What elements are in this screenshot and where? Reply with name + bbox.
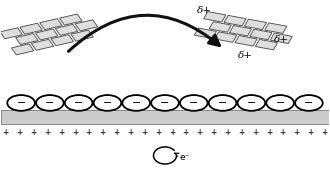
Polygon shape [59, 14, 82, 25]
Text: −: − [132, 98, 141, 108]
Text: +: + [293, 128, 300, 136]
Polygon shape [75, 20, 98, 31]
Text: +: + [114, 128, 119, 136]
Text: +: + [183, 128, 189, 136]
Polygon shape [0, 28, 22, 39]
Text: +: + [58, 128, 64, 136]
Text: +: + [86, 128, 92, 136]
Text: +: + [321, 128, 327, 136]
Text: +: + [100, 128, 106, 136]
Circle shape [151, 95, 179, 111]
Text: −: − [103, 98, 112, 108]
Text: e⁻: e⁻ [180, 153, 190, 162]
Text: +: + [211, 128, 216, 136]
Circle shape [36, 95, 64, 111]
Text: −: − [304, 98, 313, 108]
Text: +: + [280, 128, 286, 136]
Polygon shape [35, 29, 58, 40]
Polygon shape [20, 23, 42, 34]
Text: +: + [16, 128, 23, 136]
Text: +: + [224, 128, 230, 136]
Polygon shape [215, 32, 237, 42]
Text: +: + [266, 128, 272, 136]
Text: δ+: δ+ [238, 51, 253, 60]
Polygon shape [230, 26, 252, 36]
Text: +: + [197, 128, 203, 136]
Text: −: − [276, 98, 285, 108]
Text: +: + [169, 128, 175, 136]
Polygon shape [16, 33, 38, 45]
Polygon shape [31, 39, 54, 50]
Polygon shape [71, 30, 93, 41]
Circle shape [7, 95, 35, 111]
Circle shape [209, 95, 236, 111]
Text: +: + [3, 128, 9, 136]
Text: +: + [238, 128, 244, 136]
Text: +: + [141, 128, 147, 136]
Polygon shape [265, 23, 287, 33]
Text: −: − [247, 98, 256, 108]
Circle shape [122, 95, 150, 111]
Text: −: − [45, 98, 54, 108]
Polygon shape [40, 19, 62, 30]
Circle shape [180, 95, 208, 111]
Circle shape [94, 95, 121, 111]
Polygon shape [250, 29, 272, 40]
Circle shape [295, 95, 323, 111]
Text: −: − [160, 98, 170, 108]
Polygon shape [55, 24, 78, 35]
Text: −: − [218, 98, 227, 108]
Polygon shape [11, 44, 34, 55]
Polygon shape [255, 39, 278, 50]
Text: −: − [74, 98, 83, 108]
Polygon shape [235, 36, 257, 46]
Polygon shape [209, 22, 231, 32]
Text: +: + [127, 128, 133, 136]
Text: +: + [252, 128, 258, 136]
Polygon shape [224, 15, 246, 26]
Text: δ+: δ+ [197, 5, 212, 15]
Bar [1, 109, 329, 124]
Text: +: + [155, 128, 161, 136]
Text: +: + [30, 128, 37, 136]
Circle shape [65, 95, 92, 111]
Polygon shape [245, 19, 267, 30]
Polygon shape [51, 35, 74, 46]
Text: δ+: δ+ [274, 35, 289, 44]
Polygon shape [270, 33, 292, 43]
Text: −: − [189, 98, 198, 108]
Text: −: − [16, 98, 26, 108]
Polygon shape [204, 12, 226, 22]
Circle shape [238, 95, 265, 111]
Text: +: + [44, 128, 50, 136]
Text: +: + [307, 128, 314, 136]
Text: +: + [72, 128, 78, 136]
Circle shape [266, 95, 294, 111]
Polygon shape [194, 28, 216, 39]
